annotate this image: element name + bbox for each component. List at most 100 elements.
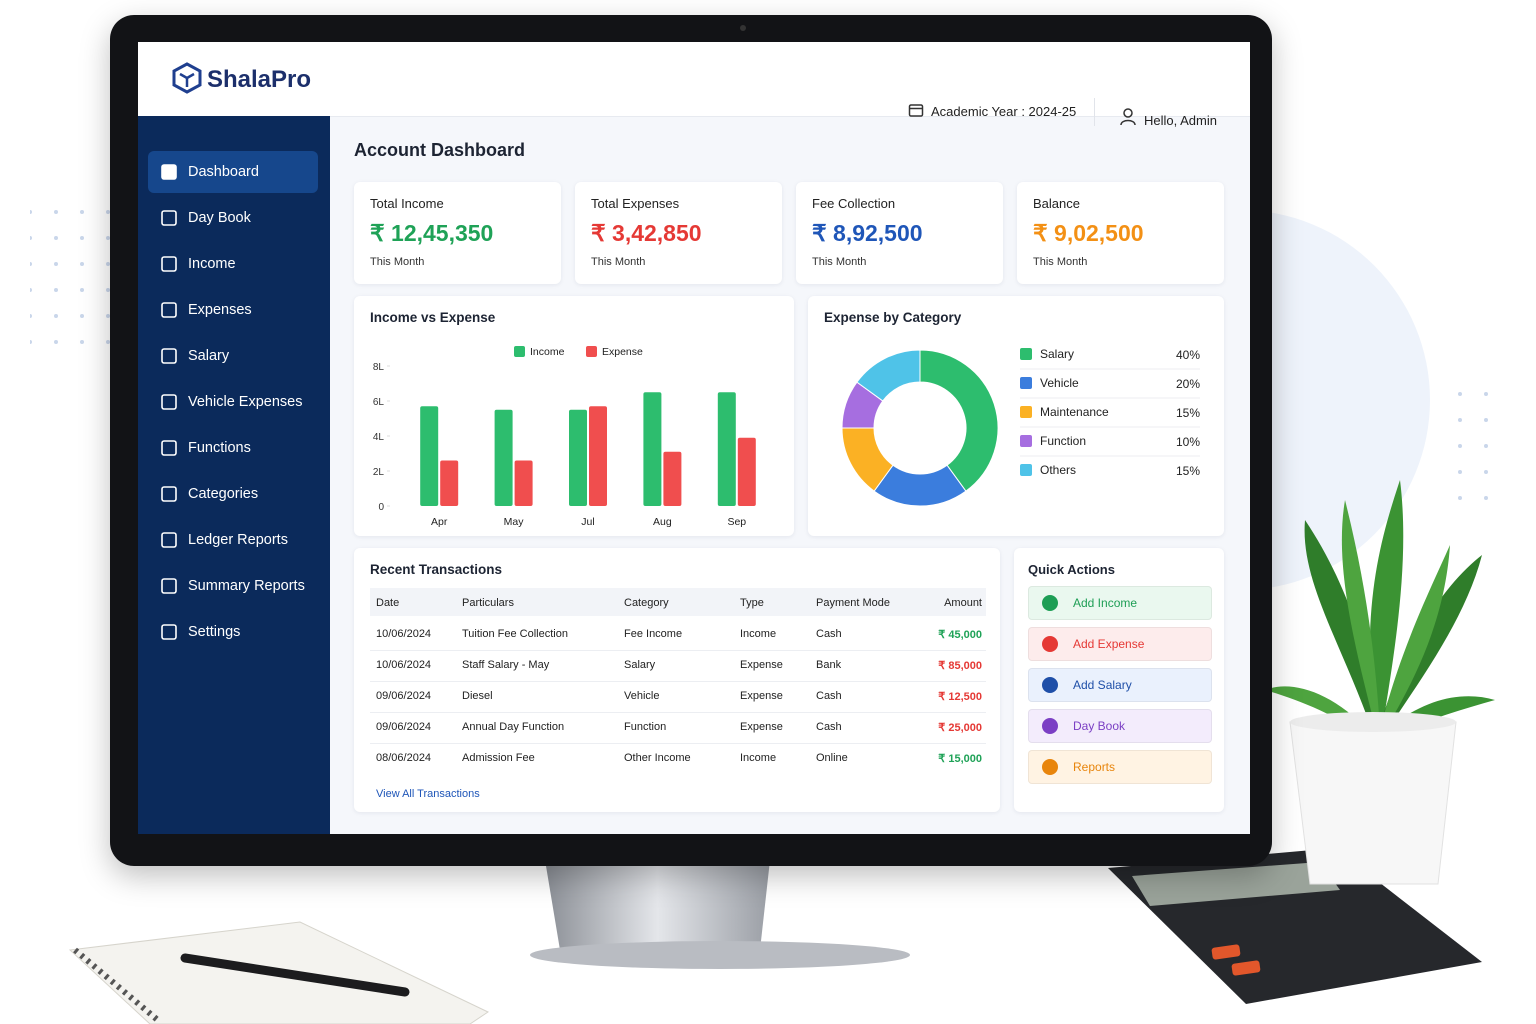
action-button[interactable]: Add Income [1028, 586, 1212, 620]
action-button[interactable]: Add Salary [1028, 668, 1212, 702]
table-cell: 08/06/2024 [376, 752, 432, 764]
nav-label: Income [188, 256, 236, 272]
monitor-base [530, 941, 910, 969]
academic-year: Academic Year : 2024-25 [931, 104, 1077, 119]
action-icon-shape [1042, 677, 1058, 693]
table-cell: 09/06/2024 [376, 721, 432, 733]
nav-item[interactable]: Salary [148, 335, 318, 377]
action-label: Add Salary [1073, 678, 1132, 692]
bar [420, 406, 439, 506]
table-cell: Particulars [462, 597, 514, 609]
table-cell: Cash [816, 690, 842, 702]
table-cell: Salary [624, 659, 656, 671]
stat-card: Total Expenses ₹ 3,42,850 This Month [575, 182, 782, 284]
legend-label: Vehicle [1040, 376, 1079, 390]
table-cell: 10/06/2024 [376, 628, 432, 640]
nav-icon-shape [161, 486, 177, 502]
stat-note: This Month [370, 256, 425, 268]
table-cell: Admission Fee [462, 752, 535, 764]
stat-label: Total Income [370, 196, 444, 211]
nav-item[interactable]: Categories [148, 473, 318, 515]
legend-swatch [1020, 464, 1032, 476]
x-tick-label: May [504, 516, 525, 528]
nav-label: Functions [188, 440, 251, 456]
nav-icon-shape [161, 302, 177, 318]
legend-swatch [1020, 435, 1032, 447]
legend-label: Maintenance [1040, 405, 1109, 419]
table-cell: Payment Mode [816, 597, 890, 609]
action-icon [1042, 718, 1058, 734]
quick-actions-card: Quick Actions Add Income Add Expense Add Sa… [1014, 548, 1224, 812]
table-cell: 10/06/2024 [376, 659, 432, 671]
nav-item[interactable]: Settings [148, 611, 318, 653]
donut-chart: Expense by Category Salary 40% Vehicle 20% Ma… [824, 310, 1200, 507]
table-cell: Date [376, 597, 400, 609]
nav-icon-shape [161, 394, 177, 410]
table-cell: Function [624, 721, 667, 733]
nav-icon-shape [161, 578, 177, 594]
action-icon [1042, 759, 1058, 775]
action-button[interactable]: Add Expense [1028, 627, 1212, 661]
nav-item[interactable]: Functions [148, 427, 318, 469]
bar [494, 409, 513, 506]
nav-icon [161, 394, 177, 410]
nav-item[interactable]: Summary Reports [148, 565, 318, 607]
nav-label: Settings [188, 624, 241, 640]
row-divider [370, 681, 986, 682]
nav-icon-shape [161, 440, 177, 456]
content: Total Income ₹ 12,45,350 This Month Total E… [138, 42, 1250, 834]
table-cell: Tuition Fee Collection [462, 628, 568, 640]
top-bar: ShalaPro Academic Year : 2024-25 Hello, … [138, 42, 1250, 128]
table-cell: Diesel [462, 690, 493, 702]
nav-item[interactable]: Day Book [148, 197, 318, 239]
stat-note: This Month [591, 256, 646, 268]
action-icon [1042, 595, 1058, 611]
legend-label: Expense [602, 346, 643, 358]
table-cell: ₹ 25,000 [938, 722, 982, 734]
legend-label: Others [1040, 463, 1076, 477]
legend-label: Salary [1040, 347, 1074, 361]
action-button[interactable]: Day Book [1028, 709, 1212, 743]
monitor-neck [545, 860, 770, 950]
table-cell: Expense [740, 690, 783, 702]
brand-name: ShalaPro [207, 66, 312, 93]
table-cell: ₹ 12,500 [938, 691, 982, 703]
nav-icon-shape [161, 210, 177, 226]
table-cell: Expense [740, 721, 783, 733]
nav-icon [161, 164, 177, 180]
table-cell: Staff Salary - May [462, 659, 550, 671]
nav-icon-shape [161, 164, 177, 180]
table-cell: Cash [816, 628, 842, 640]
nav-icon [161, 624, 177, 640]
bar-chart: Income vs Expense 0 2L 4L 6L 8L Income Expense A… [370, 310, 756, 528]
nav-label: Salary [188, 348, 230, 364]
legend-swatch [1020, 377, 1032, 389]
notebook-spiral [73, 947, 162, 1024]
nav-item[interactable]: Expenses [148, 289, 318, 331]
value-label: 40% [1176, 348, 1200, 362]
nav-icon-shape [161, 348, 177, 364]
bar [737, 437, 756, 506]
nav-label: Ledger Reports [188, 532, 288, 548]
nav-item[interactable]: Dashboard [148, 151, 318, 193]
legend-label: Income [530, 346, 565, 358]
table-cell: ₹ 15,000 [938, 753, 982, 765]
stat-card: Balance ₹ 9,02,500 This Month [1017, 182, 1224, 284]
table-cell: Other Income [624, 752, 691, 764]
stat-value: ₹ 9,02,500 [1033, 220, 1144, 246]
logo-icon [172, 62, 202, 94]
view-all-link[interactable]: View All Transactions [376, 788, 480, 800]
donut-slice [856, 349, 921, 402]
nav-label: Day Book [188, 210, 251, 226]
nav-item[interactable]: Vehicle Expenses [148, 381, 318, 423]
action-button[interactable]: Reports [1028, 750, 1212, 784]
bar [663, 451, 682, 506]
nav-item[interactable]: Income [148, 243, 318, 285]
table-cell: Bank [816, 659, 842, 671]
table-title: Recent Transactions [370, 562, 503, 577]
nav-item[interactable]: Ledger Reports [148, 519, 318, 561]
nav-label: Summary Reports [188, 578, 305, 594]
action-icon [1042, 677, 1058, 693]
